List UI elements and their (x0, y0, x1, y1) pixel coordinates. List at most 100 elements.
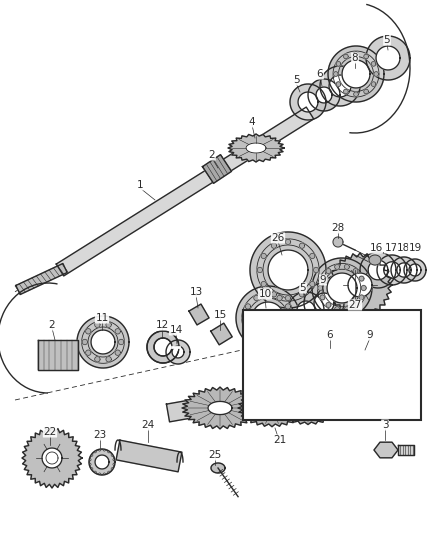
Polygon shape (327, 273, 357, 303)
Polygon shape (359, 295, 364, 300)
Polygon shape (250, 232, 326, 308)
Polygon shape (374, 442, 398, 458)
Polygon shape (348, 273, 372, 297)
Polygon shape (228, 134, 284, 162)
Polygon shape (95, 357, 100, 362)
Polygon shape (391, 257, 417, 283)
Polygon shape (335, 306, 339, 312)
Polygon shape (246, 143, 266, 153)
Text: 12: 12 (155, 320, 169, 330)
Text: 27: 27 (348, 300, 362, 310)
Polygon shape (364, 89, 368, 94)
Polygon shape (85, 350, 91, 356)
Text: 22: 22 (43, 427, 57, 437)
Polygon shape (342, 60, 370, 88)
Polygon shape (254, 335, 259, 341)
Text: 2: 2 (49, 320, 55, 330)
Polygon shape (268, 250, 308, 290)
Polygon shape (211, 463, 225, 473)
Polygon shape (116, 440, 182, 472)
Polygon shape (89, 449, 115, 475)
Polygon shape (384, 262, 400, 278)
Text: 18: 18 (396, 243, 410, 253)
Polygon shape (300, 243, 305, 248)
Polygon shape (95, 455, 109, 469)
Polygon shape (286, 304, 291, 309)
Polygon shape (360, 252, 396, 288)
Text: 8: 8 (352, 53, 358, 63)
Polygon shape (312, 258, 372, 318)
Polygon shape (147, 331, 179, 363)
Polygon shape (310, 253, 315, 259)
Polygon shape (77, 316, 129, 368)
Text: 26: 26 (272, 233, 285, 243)
Polygon shape (115, 329, 120, 334)
Polygon shape (353, 302, 358, 308)
Polygon shape (376, 46, 400, 70)
Polygon shape (359, 276, 364, 281)
Text: 5: 5 (384, 35, 390, 45)
Polygon shape (286, 239, 291, 245)
Polygon shape (238, 389, 306, 427)
Polygon shape (369, 255, 381, 265)
Text: 4: 4 (249, 117, 255, 127)
Polygon shape (277, 295, 282, 301)
Polygon shape (329, 75, 351, 97)
Polygon shape (409, 264, 421, 276)
Text: 14: 14 (170, 325, 183, 335)
Polygon shape (318, 396, 362, 420)
Text: 10: 10 (258, 289, 272, 299)
Polygon shape (320, 295, 325, 300)
Polygon shape (320, 276, 325, 281)
Text: 2: 2 (208, 150, 215, 160)
Polygon shape (310, 281, 315, 287)
Polygon shape (254, 295, 259, 301)
Polygon shape (328, 253, 392, 317)
Polygon shape (261, 253, 266, 259)
Text: 19: 19 (408, 243, 422, 253)
Polygon shape (314, 293, 334, 313)
Polygon shape (371, 82, 376, 86)
Polygon shape (265, 338, 271, 344)
Polygon shape (298, 92, 318, 112)
Polygon shape (261, 281, 266, 287)
Polygon shape (245, 327, 251, 332)
Polygon shape (272, 292, 276, 297)
Polygon shape (368, 260, 388, 280)
Text: 9: 9 (367, 330, 373, 340)
Polygon shape (286, 295, 291, 301)
Polygon shape (42, 448, 62, 468)
Polygon shape (289, 316, 294, 321)
Polygon shape (166, 394, 226, 422)
Text: 25: 25 (208, 450, 222, 460)
Polygon shape (404, 259, 426, 281)
Polygon shape (344, 306, 350, 312)
Polygon shape (106, 357, 111, 362)
Text: 3: 3 (381, 420, 389, 430)
Text: 24: 24 (141, 420, 155, 430)
Polygon shape (172, 346, 184, 358)
Polygon shape (115, 350, 120, 356)
Text: 9: 9 (320, 275, 326, 285)
Polygon shape (336, 82, 341, 86)
Polygon shape (366, 36, 410, 80)
Polygon shape (398, 445, 414, 455)
Polygon shape (208, 401, 232, 415)
Text: 6: 6 (327, 330, 333, 340)
Polygon shape (265, 292, 271, 297)
Polygon shape (272, 243, 276, 248)
Polygon shape (308, 79, 340, 111)
Text: 17: 17 (385, 243, 398, 253)
Polygon shape (106, 322, 111, 327)
Polygon shape (85, 329, 91, 334)
Polygon shape (304, 283, 344, 323)
Polygon shape (260, 401, 284, 415)
Text: 6: 6 (317, 69, 323, 79)
Polygon shape (22, 428, 82, 488)
Text: 5: 5 (300, 283, 306, 293)
Text: 16: 16 (369, 243, 383, 253)
Text: 15: 15 (213, 310, 226, 320)
Polygon shape (290, 84, 326, 120)
Polygon shape (189, 304, 209, 325)
Polygon shape (277, 335, 282, 341)
